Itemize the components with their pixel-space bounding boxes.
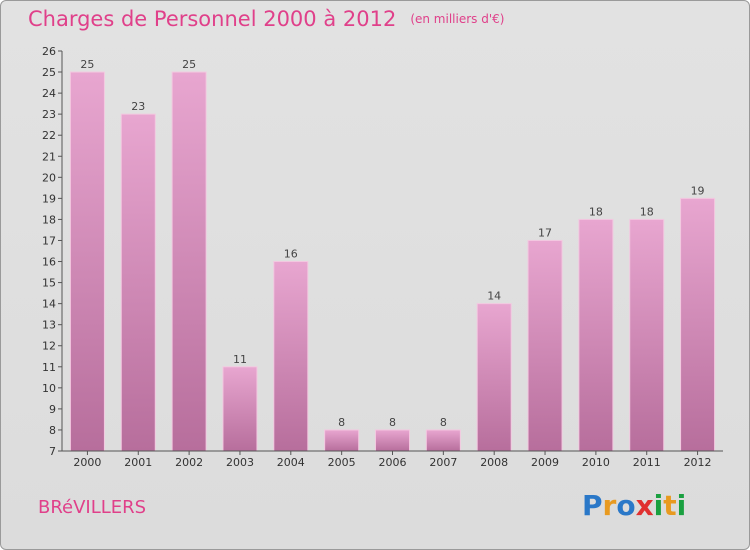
x-tick-label: 2007 xyxy=(429,456,457,469)
y-axis: 7 8 9 10 11 12 13 14 15 16 17 18 19 20 21 22 23 24 25 26 xyxy=(42,45,63,458)
y-tick-label: 14 xyxy=(42,298,56,311)
y-tick-label: 11 xyxy=(42,361,56,374)
logo-letter: o xyxy=(616,489,636,522)
bar-value-label: 8 xyxy=(338,416,345,429)
y-tick-label: 23 xyxy=(42,108,56,121)
y-tick-label: 10 xyxy=(42,382,56,395)
x-tick-label: 2005 xyxy=(328,456,356,469)
y-tick-label: 16 xyxy=(42,256,56,269)
x-tick-label: 2010 xyxy=(582,456,610,469)
x-tick-label: 2000 xyxy=(73,456,101,469)
y-tick-label: 9 xyxy=(49,403,56,416)
x-tick-label: 2011 xyxy=(633,456,661,469)
bar xyxy=(680,197,716,452)
bar xyxy=(222,366,258,452)
bar-value-label: 18 xyxy=(589,205,603,218)
y-tick-label: 18 xyxy=(42,213,56,226)
x-tick-label: 2004 xyxy=(277,456,305,469)
y-tick-label: 8 xyxy=(49,424,56,437)
logo-letter: i xyxy=(676,489,687,522)
x-tick-label: 2012 xyxy=(684,456,712,469)
chart-subtitle: (en milliers d'€) xyxy=(410,12,505,26)
bar-value-label: 18 xyxy=(640,205,654,218)
y-tick-label: 22 xyxy=(42,129,56,142)
y-tick-label: 21 xyxy=(42,150,56,163)
bar-value-label: 8 xyxy=(440,416,447,429)
bar-value-label: 14 xyxy=(487,290,501,303)
bar xyxy=(578,218,614,452)
city-name: BRéVILLERS xyxy=(38,497,147,518)
y-tick-label: 24 xyxy=(42,87,56,100)
bar xyxy=(324,429,360,452)
x-tick-label: 2008 xyxy=(480,456,508,469)
x-tick-label: 2006 xyxy=(379,456,407,469)
logo-letter: t xyxy=(663,489,677,522)
y-tick-label: 13 xyxy=(42,319,56,332)
bar-value-label: 8 xyxy=(389,416,396,429)
bar-value-label: 23 xyxy=(131,100,145,113)
bar-value-label: 17 xyxy=(538,226,552,239)
y-tick-label: 20 xyxy=(42,171,56,184)
bar xyxy=(425,429,461,452)
bar xyxy=(527,239,563,452)
bar-value-label: 19 xyxy=(691,184,705,197)
y-tick-label: 17 xyxy=(42,234,56,247)
y-tick-label: 15 xyxy=(42,277,56,290)
y-tick-label: 26 xyxy=(42,45,56,58)
logo-letter: P xyxy=(582,489,603,522)
logo-letter: i xyxy=(653,489,664,522)
chart-title: Charges de Personnel 2000 à 2012 (en mill… xyxy=(28,7,504,31)
bar xyxy=(69,71,105,452)
bars: 25 23 25 11 16 8 8 8 14 17 18 18 19 xyxy=(69,58,716,452)
bar xyxy=(375,429,410,452)
logo-letter: x xyxy=(635,489,654,522)
logo-letter: r xyxy=(602,489,617,522)
bar xyxy=(120,113,156,452)
bar-value-label: 11 xyxy=(233,353,247,366)
x-tick-label: 2009 xyxy=(531,456,559,469)
y-tick-label: 25 xyxy=(42,66,56,79)
bar xyxy=(273,261,309,452)
x-axis: 2000 2001 2002 2003 2004 2005 2006 2007 2008 2009… xyxy=(62,450,723,469)
x-tick-label: 2003 xyxy=(226,456,254,469)
y-tick-label: 19 xyxy=(42,192,56,205)
title-text: Charges de Personnel 2000 à 2012 xyxy=(28,7,397,31)
bar-value-label: 16 xyxy=(284,248,298,261)
bar-value-label: 25 xyxy=(182,58,196,71)
y-tick-label: 7 xyxy=(49,445,56,458)
x-tick-label: 2002 xyxy=(175,456,203,469)
y-tick-label: 12 xyxy=(42,340,56,353)
proxiti-logo: Proxiti xyxy=(582,489,686,522)
bar-value-label: 25 xyxy=(80,58,94,71)
bar xyxy=(476,303,512,452)
bar xyxy=(171,71,207,452)
bar xyxy=(629,218,665,452)
x-tick-label: 2001 xyxy=(124,456,152,469)
